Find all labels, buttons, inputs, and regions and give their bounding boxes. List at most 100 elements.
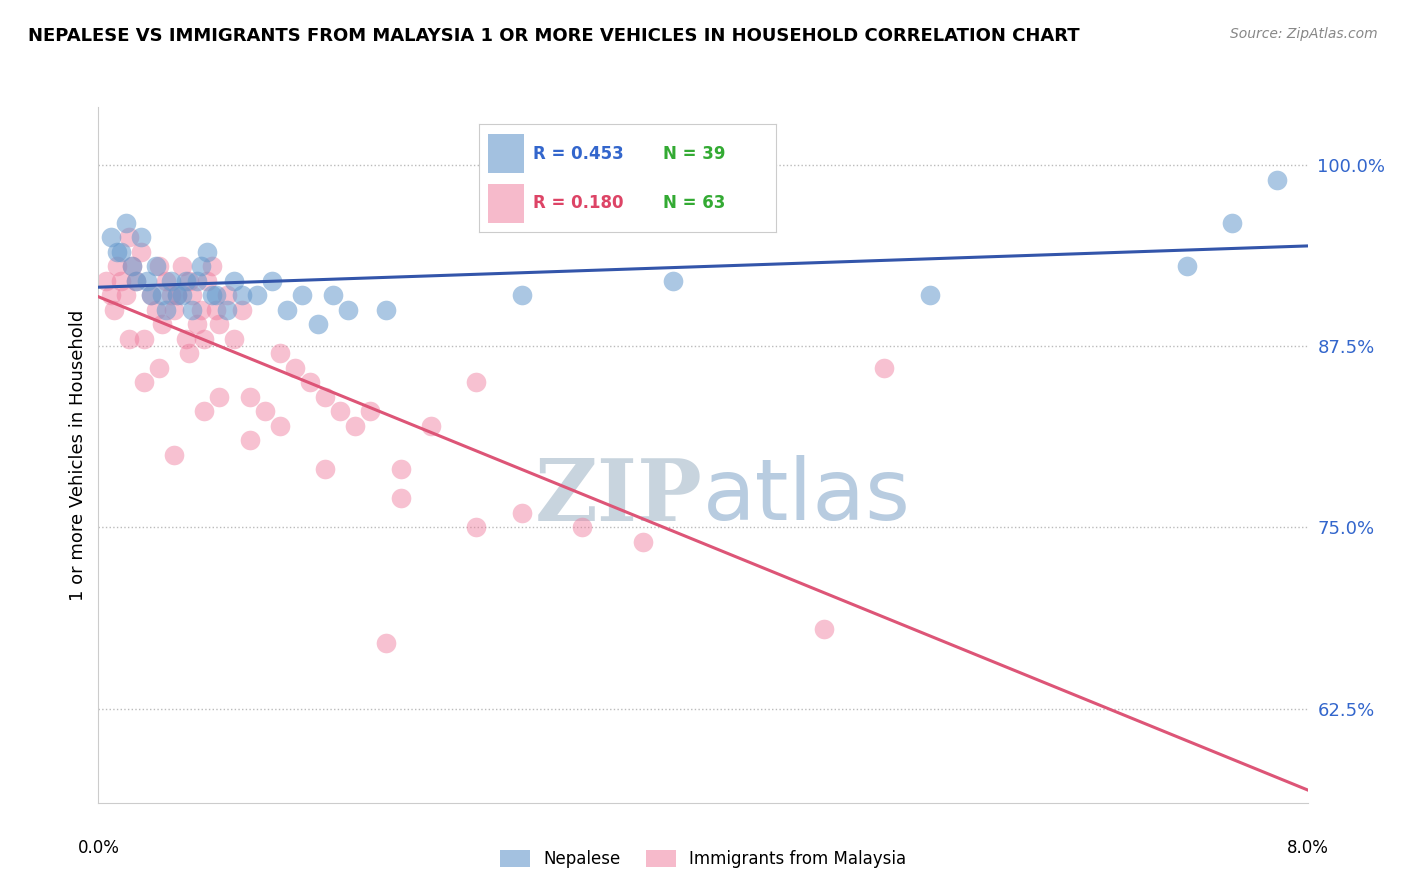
Immigrants from Malaysia [195, 274, 218, 288]
Immigrants from Malaysia [155, 274, 177, 288]
Immigrants from Malaysia [186, 318, 208, 332]
Immigrants from Malaysia [215, 288, 238, 302]
Immigrants from Malaysia [873, 360, 896, 375]
Immigrants from Malaysia [420, 418, 443, 433]
Nepalese [201, 288, 224, 302]
Nepalese [110, 244, 132, 259]
Nepalese [186, 274, 208, 288]
Immigrants from Malaysia [170, 260, 193, 274]
Immigrants from Malaysia [118, 230, 141, 244]
Text: 8.0%: 8.0% [1286, 839, 1329, 857]
Immigrants from Malaysia [177, 346, 201, 360]
Immigrants from Malaysia [205, 302, 228, 317]
Immigrants from Malaysia [465, 376, 488, 390]
Immigrants from Malaysia [150, 318, 173, 332]
Nepalese [160, 274, 183, 288]
Immigrants from Malaysia [314, 390, 336, 404]
Immigrants from Malaysia [110, 274, 132, 288]
Immigrants from Malaysia [190, 302, 212, 317]
Immigrants from Malaysia [510, 506, 533, 520]
Immigrants from Malaysia [125, 274, 148, 288]
Immigrants from Malaysia [329, 404, 352, 418]
Nepalese [121, 260, 143, 274]
Immigrants from Malaysia [163, 302, 186, 317]
Immigrants from Malaysia [132, 332, 155, 346]
Nepalese [661, 274, 683, 288]
Nepalese [246, 288, 269, 302]
Immigrants from Malaysia [813, 622, 835, 636]
Nepalese [510, 288, 533, 302]
Nepalese [1175, 260, 1198, 274]
Nepalese [190, 260, 212, 274]
Immigrants from Malaysia [174, 332, 197, 346]
Immigrants from Malaysia [224, 332, 246, 346]
Text: 0.0%: 0.0% [77, 839, 120, 857]
Immigrants from Malaysia [571, 520, 593, 534]
Immigrants from Malaysia [239, 390, 262, 404]
Nepalese [262, 274, 284, 288]
Nepalese [374, 302, 396, 317]
Immigrants from Malaysia [284, 360, 307, 375]
Immigrants from Malaysia [141, 288, 163, 302]
Nepalese [276, 302, 298, 317]
Y-axis label: 1 or more Vehicles in Household: 1 or more Vehicles in Household [69, 310, 87, 600]
Nepalese [114, 216, 136, 230]
Nepalese [231, 288, 253, 302]
Immigrants from Malaysia [269, 346, 291, 360]
Nepalese [155, 302, 177, 317]
Nepalese [125, 274, 148, 288]
Nepalese [181, 302, 204, 317]
Text: NEPALESE VS IMMIGRANTS FROM MALAYSIA 1 OR MORE VEHICLES IN HOUSEHOLD CORRELATION: NEPALESE VS IMMIGRANTS FROM MALAYSIA 1 O… [28, 27, 1080, 45]
Immigrants from Malaysia [105, 260, 128, 274]
Nepalese [224, 274, 246, 288]
Immigrants from Malaysia [360, 404, 382, 418]
Immigrants from Malaysia [100, 288, 122, 302]
Nepalese [918, 288, 941, 302]
Nepalese [174, 274, 197, 288]
Immigrants from Malaysia [389, 491, 412, 506]
Immigrants from Malaysia [163, 448, 186, 462]
Nepalese [291, 288, 314, 302]
Nepalese [205, 288, 228, 302]
Nepalese [100, 230, 122, 244]
Immigrants from Malaysia [118, 332, 141, 346]
Immigrants from Malaysia [465, 520, 488, 534]
Text: Source: ZipAtlas.com: Source: ZipAtlas.com [1230, 27, 1378, 41]
Immigrants from Malaysia [166, 288, 188, 302]
Nepalese [1265, 172, 1288, 186]
Nepalese [141, 288, 163, 302]
Immigrants from Malaysia [132, 376, 155, 390]
Text: ZIP: ZIP [536, 455, 703, 539]
Immigrants from Malaysia [631, 534, 654, 549]
Nepalese [145, 260, 167, 274]
Nepalese [215, 302, 238, 317]
Immigrants from Malaysia [269, 418, 291, 433]
Immigrants from Malaysia [94, 274, 117, 288]
Immigrants from Malaysia [129, 244, 152, 259]
Nepalese [105, 244, 128, 259]
Immigrants from Malaysia [344, 418, 367, 433]
Immigrants from Malaysia [231, 302, 253, 317]
Immigrants from Malaysia [208, 390, 231, 404]
Nepalese [129, 230, 152, 244]
Immigrants from Malaysia [298, 376, 321, 390]
Immigrants from Malaysia [239, 434, 262, 448]
Text: atlas: atlas [703, 455, 911, 538]
Immigrants from Malaysia [181, 288, 204, 302]
Nepalese [150, 288, 173, 302]
Nepalese [195, 244, 218, 259]
Immigrants from Malaysia [103, 302, 125, 317]
Immigrants from Malaysia [145, 302, 167, 317]
Immigrants from Malaysia [160, 288, 183, 302]
Nepalese [307, 318, 329, 332]
Immigrants from Malaysia [201, 260, 224, 274]
Immigrants from Malaysia [148, 360, 170, 375]
Nepalese [1220, 216, 1243, 230]
Nepalese [336, 302, 359, 317]
Nepalese [166, 288, 188, 302]
Immigrants from Malaysia [374, 636, 396, 650]
Nepalese [170, 288, 193, 302]
Nepalese [322, 288, 344, 302]
Immigrants from Malaysia [114, 288, 136, 302]
Immigrants from Malaysia [177, 274, 201, 288]
